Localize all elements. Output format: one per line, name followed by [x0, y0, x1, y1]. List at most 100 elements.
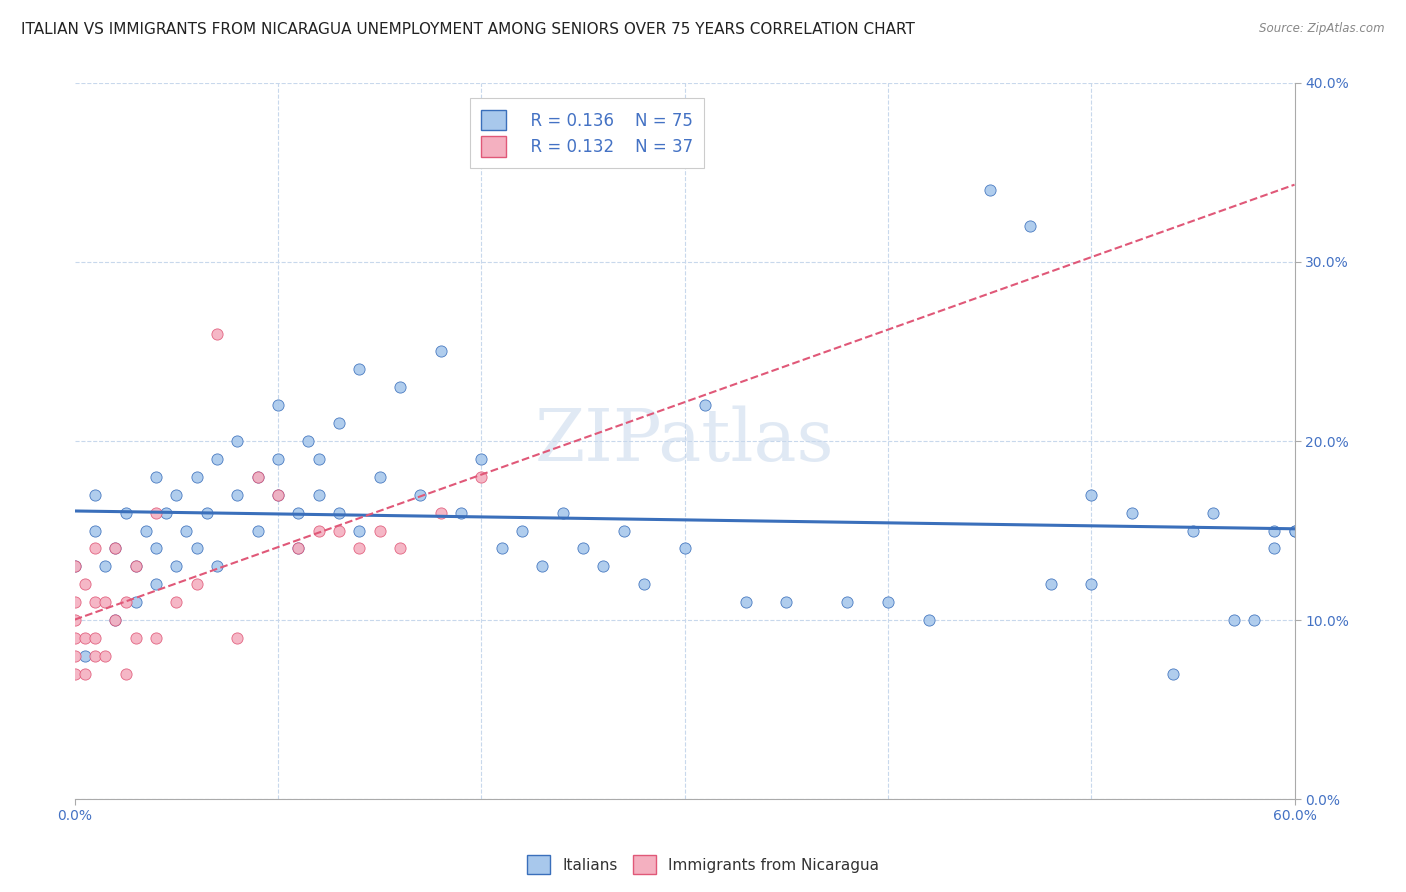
Point [104, 541, 127, 556]
Point [246, 524, 269, 538]
Point [84, 524, 107, 538]
Point [195, 506, 218, 520]
Point [328, 524, 350, 538]
Point [267, 488, 290, 502]
Point [186, 541, 208, 556]
Point [287, 541, 309, 556]
Point [531, 559, 554, 574]
Point [877, 595, 900, 609]
Point [63, 666, 86, 681]
Point [63, 613, 86, 627]
Point [613, 524, 636, 538]
Point [205, 326, 228, 341]
Point [73, 648, 96, 663]
Point [510, 524, 533, 538]
Point [104, 613, 127, 627]
Point [633, 577, 655, 591]
Point [124, 631, 146, 645]
Point [84, 541, 107, 556]
Point [94, 559, 117, 574]
Point [145, 577, 167, 591]
Point [63, 559, 86, 574]
Point [388, 541, 411, 556]
Point [917, 613, 939, 627]
Legend:   R = 0.136    N = 75,   R = 0.132    N = 37: R = 0.136 N = 75, R = 0.132 N = 37 [470, 98, 704, 169]
Point [135, 524, 157, 538]
Point [693, 398, 716, 412]
Point [1181, 524, 1204, 538]
Point [63, 559, 86, 574]
Point [388, 380, 411, 394]
Point [124, 559, 146, 574]
Point [165, 488, 187, 502]
Text: ZIPatlas: ZIPatlas [534, 406, 834, 476]
Point [429, 344, 451, 359]
Legend: Italians, Immigrants from Nicaragua: Italians, Immigrants from Nicaragua [522, 849, 884, 880]
Point [673, 541, 696, 556]
Point [165, 559, 187, 574]
Point [84, 631, 107, 645]
Point [1161, 666, 1184, 681]
Point [1284, 524, 1306, 538]
Point [368, 524, 391, 538]
Point [551, 506, 574, 520]
Point [94, 595, 117, 609]
Point [1019, 219, 1042, 234]
Point [205, 451, 228, 466]
Point [94, 648, 117, 663]
Point [308, 451, 330, 466]
Point [734, 595, 756, 609]
Point [186, 470, 208, 484]
Point [1222, 613, 1244, 627]
Point [205, 559, 228, 574]
Point [226, 488, 249, 502]
Point [114, 506, 136, 520]
Point [1080, 488, 1102, 502]
Point [1080, 577, 1102, 591]
Point [124, 559, 146, 574]
Point [246, 470, 269, 484]
Point [165, 595, 187, 609]
Point [1202, 506, 1225, 520]
Point [775, 595, 797, 609]
Point [84, 595, 107, 609]
Point [328, 506, 350, 520]
Point [114, 595, 136, 609]
Point [63, 648, 86, 663]
Point [308, 524, 330, 538]
Point [287, 506, 309, 520]
Point [837, 595, 859, 609]
Point [267, 451, 290, 466]
Point [470, 451, 492, 466]
Point [308, 488, 330, 502]
Point [328, 416, 350, 430]
Point [104, 613, 127, 627]
Point [155, 506, 177, 520]
Point [267, 398, 290, 412]
Text: ITALIAN VS IMMIGRANTS FROM NICARAGUA UNEMPLOYMENT AMONG SENIORS OVER 75 YEARS CO: ITALIAN VS IMMIGRANTS FROM NICARAGUA UNE… [21, 22, 915, 37]
Point [63, 631, 86, 645]
Point [104, 541, 127, 556]
Text: Source: ZipAtlas.com: Source: ZipAtlas.com [1260, 22, 1385, 36]
Point [297, 434, 319, 448]
Point [1263, 541, 1285, 556]
Point [226, 631, 249, 645]
Point [1039, 577, 1062, 591]
Point [124, 595, 146, 609]
Point [84, 488, 107, 502]
Point [186, 577, 208, 591]
Point [176, 524, 198, 538]
Point [409, 488, 432, 502]
Point [450, 506, 472, 520]
Point [226, 434, 249, 448]
Point [429, 506, 451, 520]
Point [63, 595, 86, 609]
Point [73, 631, 96, 645]
Point [73, 666, 96, 681]
Point [592, 559, 614, 574]
Point [979, 183, 1001, 197]
Point [1284, 524, 1306, 538]
Point [145, 470, 167, 484]
Point [368, 470, 391, 484]
Point [491, 541, 513, 556]
